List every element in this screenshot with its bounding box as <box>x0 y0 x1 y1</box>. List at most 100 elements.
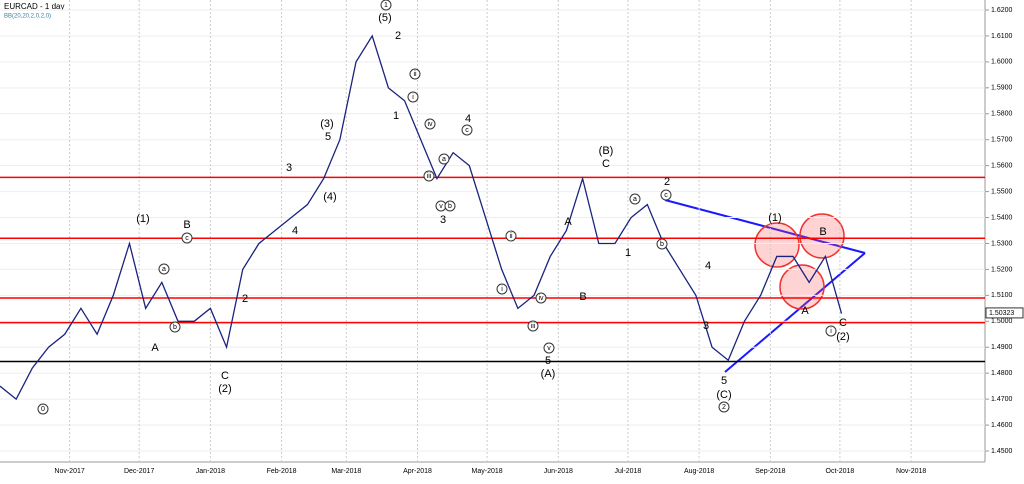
x-tick-label: Nov-2017 <box>54 468 84 475</box>
wave-label: (1) <box>768 212 781 224</box>
wave-label: (3) <box>320 118 333 130</box>
annotation-circle <box>505 230 517 242</box>
chart-title: EURCAD - 1 day <box>4 2 64 11</box>
wave-label: 3 <box>286 162 292 174</box>
wave-label: a <box>162 266 166 273</box>
annotation-circle <box>423 170 435 182</box>
wave-label: c <box>664 192 668 199</box>
wave-label: iv <box>538 295 544 302</box>
y-tick-label: 1.4900 <box>991 344 1013 351</box>
x-tick-label: Oct-2018 <box>826 468 855 475</box>
wave-label: 5 <box>325 131 331 143</box>
wave-label: 5 <box>545 355 551 367</box>
x-tick-label: Jul-2018 <box>614 468 641 475</box>
wave-label: 4 <box>465 113 471 125</box>
y-tick-label: 1.5400 <box>991 214 1013 221</box>
wave-label: iii <box>427 173 432 180</box>
wave-label: 2 <box>722 404 726 411</box>
y-tick-label: 1.5000 <box>991 318 1013 325</box>
wave-label: 3 <box>440 214 446 226</box>
wave-label: iii <box>531 323 536 330</box>
wave-label: v <box>439 203 443 210</box>
annotation-circle <box>496 283 508 295</box>
wave-label: A <box>151 342 159 354</box>
annotation-circle <box>543 342 555 354</box>
wave-label: v <box>547 345 551 352</box>
wave-label: 3 <box>703 320 709 332</box>
annotation-circle <box>527 320 539 332</box>
wave-label: c <box>185 235 189 242</box>
annotation-circle <box>718 401 730 413</box>
y-tick-label: 1.5900 <box>991 85 1013 92</box>
annotation-circle <box>158 263 170 275</box>
annotation-circle <box>461 124 473 136</box>
wave-label: 4 <box>705 260 711 272</box>
wave-label: i <box>501 286 503 293</box>
wave-label: B <box>819 226 826 238</box>
wave-label: (C) <box>716 389 731 401</box>
wave-label: b <box>173 324 177 331</box>
wave-label: B <box>579 291 586 303</box>
y-tick-label: 1.4500 <box>991 448 1013 455</box>
x-tick-label: May-2018 <box>472 468 503 475</box>
x-tick-label: Sep-2018 <box>755 468 785 475</box>
x-tick-label: Apr-2018 <box>403 468 432 475</box>
highlight-circle <box>754 222 800 268</box>
wave-label: (4) <box>323 191 336 203</box>
y-tick-label: 1.5300 <box>991 240 1013 247</box>
wave-label: b <box>448 203 452 210</box>
last-price-label: 1.50323 <box>989 310 1014 317</box>
wave-label: 5 <box>721 375 727 387</box>
wave-label: (A) <box>541 368 556 380</box>
wave-label: c <box>465 127 469 134</box>
annotation-circle <box>629 193 641 205</box>
y-tick-label: 1.5200 <box>991 266 1013 273</box>
annotation-circle <box>181 232 193 244</box>
wave-label: iv <box>427 121 433 128</box>
wave-label: a <box>442 156 446 163</box>
annotation-circle <box>407 91 419 103</box>
wave-label: 2 <box>395 30 401 42</box>
x-tick-label: Dec-2017 <box>124 468 154 475</box>
y-tick-label: 1.5700 <box>991 137 1013 144</box>
wave-label: B <box>183 219 190 231</box>
annotation-circle <box>169 321 181 333</box>
annotation-circle <box>444 200 456 212</box>
y-tick-label: 1.6100 <box>991 33 1013 40</box>
wave-label: C <box>602 158 610 170</box>
triangle-bottom <box>724 252 866 373</box>
wave-label: (5) <box>378 12 391 24</box>
wave-label: 4 <box>292 225 298 237</box>
wave-label: 2 <box>664 176 670 188</box>
x-tick-label: Nov-2018 <box>896 468 926 475</box>
wave-label: (2) <box>836 331 849 343</box>
annotation-circle <box>656 238 668 250</box>
wave-label: 1 <box>393 110 399 122</box>
wave-label: ii <box>509 233 513 240</box>
wave-label: ii <box>413 71 417 78</box>
wave-label: 1 <box>625 247 631 259</box>
wave-label: C <box>221 370 229 382</box>
x-tick-label: Aug-2018 <box>684 468 714 475</box>
y-tick-label: 1.5800 <box>991 111 1013 118</box>
wave-label: a <box>633 196 637 203</box>
y-tick-label: 1.6000 <box>991 59 1013 66</box>
wave-label: 0 <box>41 406 45 413</box>
wave-label: C <box>839 317 847 329</box>
annotation-circle <box>37 403 49 415</box>
y-tick-label: 1.5600 <box>991 162 1013 169</box>
y-tick-label: 1.6200 <box>991 7 1013 14</box>
annotation-circle <box>438 153 450 165</box>
wave-label: i <box>412 94 414 101</box>
price-line <box>0 34 843 401</box>
wave-label: i <box>830 328 832 335</box>
last-price-box <box>985 307 1024 319</box>
x-tick-label: Jun-2018 <box>544 468 573 475</box>
wave-label: A <box>801 305 809 317</box>
annotation-circle <box>660 189 672 201</box>
annotation-circle <box>424 118 436 130</box>
y-tick-label: 1.4800 <box>991 370 1013 377</box>
wave-label: (B) <box>599 145 614 157</box>
chart-subtitle: BB(20,20,2,0,2,0) <box>4 14 51 20</box>
highlight-circle <box>799 213 845 259</box>
